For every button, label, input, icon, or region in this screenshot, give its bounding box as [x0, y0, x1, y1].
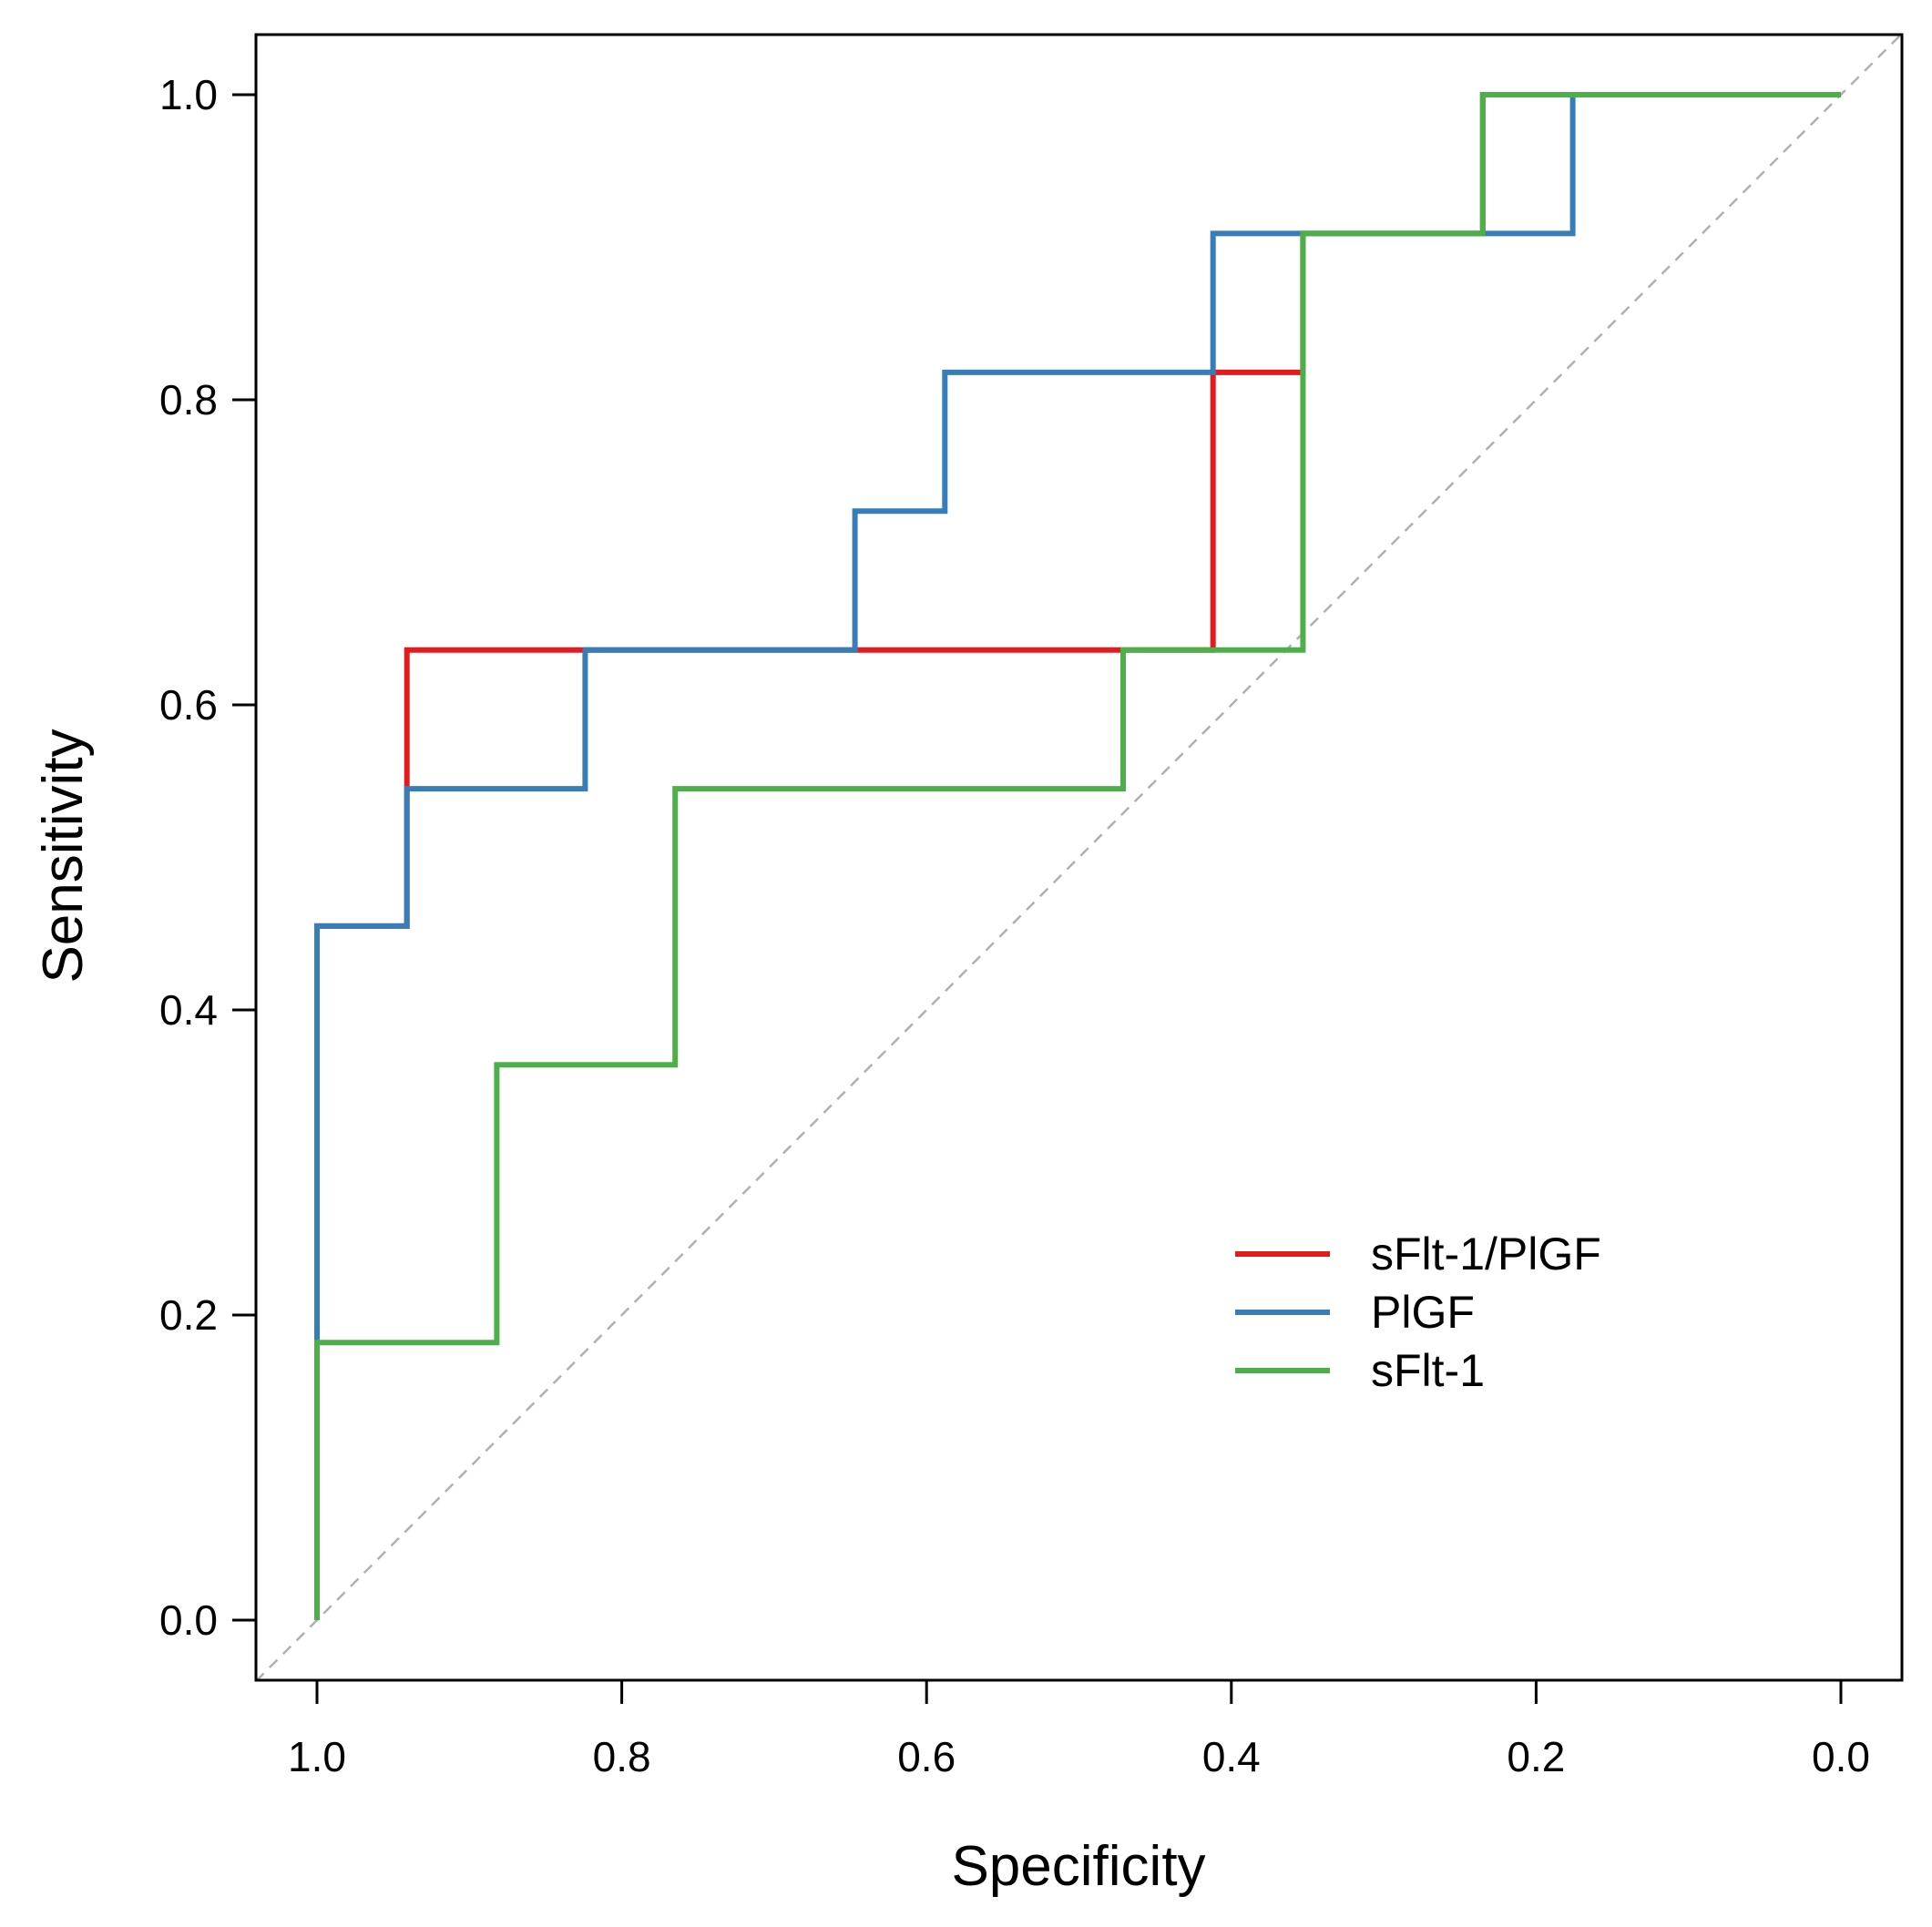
reference-diagonal: [255, 33, 1903, 1682]
plot-area: [255, 33, 1903, 1682]
y-tick-label: 0.6: [159, 681, 218, 729]
series-layer: [314, 92, 1841, 1620]
legend-label-0: sFlt-1/PlGF: [1371, 1229, 1601, 1280]
y-axis-title: Sensitivity: [32, 729, 95, 983]
legend-label-2: sFlt-1: [1371, 1345, 1485, 1396]
legend-label-1: PlGF: [1371, 1287, 1475, 1338]
y-tick-label: 0.4: [159, 986, 218, 1034]
y-tick-label: 0.8: [159, 376, 218, 423]
y-axis: 0.0 0.2 0.4 0.6 0.8 1.0: [159, 71, 256, 1644]
x-tick-label: 0.6: [897, 1733, 956, 1780]
plot-frame: [254, 33, 1904, 1682]
x-tick-label: 0.8: [593, 1733, 651, 1780]
x-tick-label: 0.2: [1507, 1733, 1565, 1780]
y-tick-label: 1.0: [159, 71, 218, 118]
x-axis: 1.0 0.8 0.6 0.4 0.2 0.0: [288, 1680, 1870, 1780]
x-tick-label: 0.0: [1812, 1733, 1870, 1780]
x-tick-label: 0.4: [1202, 1733, 1261, 1780]
y-tick-label: 0.0: [159, 1596, 218, 1644]
series-line-2: [314, 92, 1841, 1620]
x-tick-label: 1.0: [288, 1733, 346, 1780]
y-tick-label: 0.2: [159, 1291, 218, 1339]
legend: sFlt-1/PlGF PlGF sFlt-1: [1235, 1229, 1601, 1396]
x-axis-title: Specificity: [951, 1835, 1205, 1898]
